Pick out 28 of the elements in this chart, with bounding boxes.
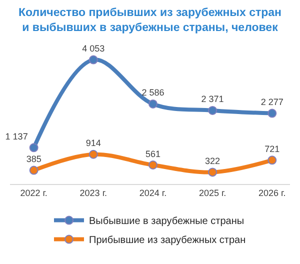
x-tick-label: 2022 г. (20, 188, 48, 198)
point (29, 143, 38, 152)
legend-label: Выбывшие в зарубежные страны (89, 216, 244, 228)
point (88, 150, 98, 159)
data-label: 561 (145, 148, 160, 159)
point (268, 156, 277, 165)
data-label: 1 137 (5, 131, 28, 142)
data-label: 4 053 (82, 44, 105, 54)
x-tick-label: 2024 г. (139, 188, 167, 198)
point (148, 99, 158, 108)
data-label: 721 (264, 144, 280, 154)
legend-label: Прибывшие из зарубежных стран (89, 235, 246, 246)
point (268, 108, 277, 118)
x-tick-label: 2025 г. (198, 188, 226, 198)
data-label: 322 (205, 156, 220, 166)
data-label: 2 277 (260, 97, 284, 108)
point (208, 106, 218, 115)
data-label: 914 (86, 138, 101, 148)
chart-title: Количество прибывших из зарубежных стран и выбывших в зарубежные страны, человек (18, 6, 282, 34)
point (208, 168, 218, 177)
x-tick-label: 2026 г. (258, 188, 286, 198)
point (29, 166, 38, 175)
point (148, 160, 158, 170)
point (88, 55, 98, 64)
data-label: 2 586 (142, 88, 164, 98)
data-label: 2 371 (201, 94, 224, 104)
x-tick-label: 2023 г. (80, 188, 108, 198)
data-label: 385 (26, 154, 42, 164)
